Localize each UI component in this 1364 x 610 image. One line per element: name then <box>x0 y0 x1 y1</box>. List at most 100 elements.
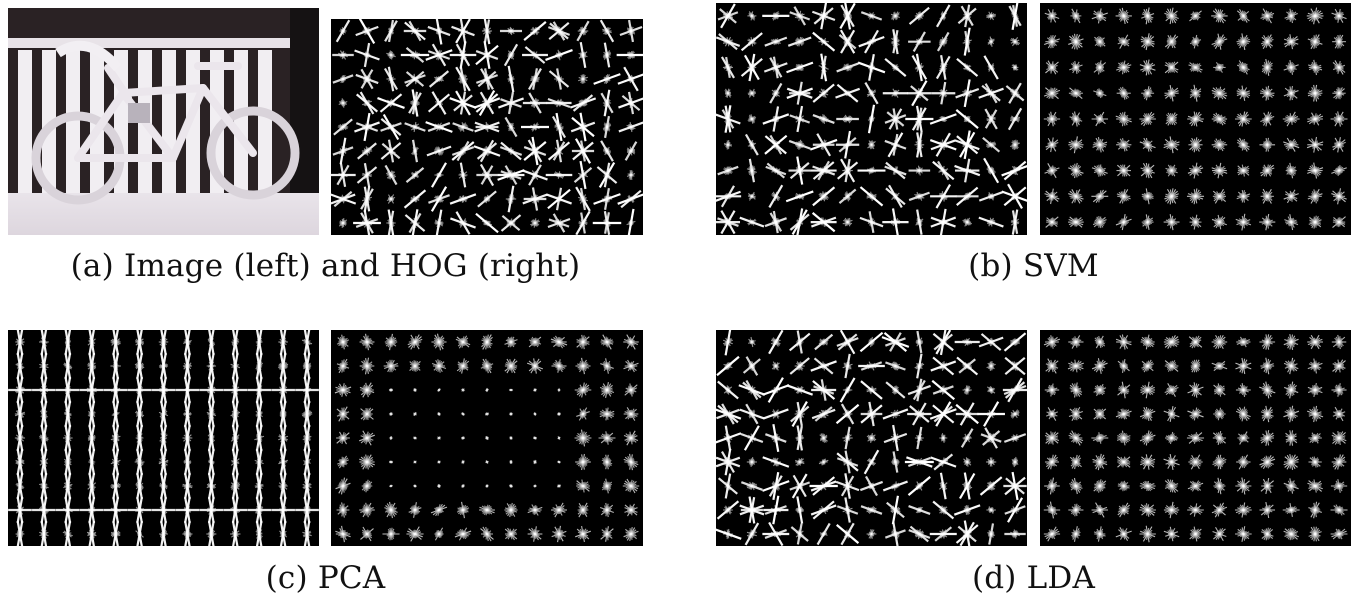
hog-cell <box>1004 529 1025 538</box>
hog-cell <box>1045 384 1059 397</box>
hog-cell <box>1188 382 1204 397</box>
hog-cell <box>575 358 590 374</box>
hog-cell <box>280 401 287 427</box>
hog-cell <box>64 449 71 475</box>
hog-cell <box>461 436 465 440</box>
pca-panel-right <box>331 330 643 546</box>
hog-cell <box>1259 382 1275 399</box>
hog-cell <box>231 401 240 427</box>
hog-cell <box>624 360 639 372</box>
hog-cell <box>601 141 613 161</box>
hog-cell <box>1117 87 1131 100</box>
hog-cell <box>136 425 144 451</box>
hog-cell <box>231 353 240 379</box>
hog-cell <box>988 37 995 47</box>
hog-cell <box>1164 335 1179 348</box>
hog-cell <box>1262 59 1272 76</box>
hog-cell <box>963 28 972 56</box>
hog-cell <box>389 461 393 464</box>
hog-cell <box>1213 189 1226 203</box>
hog-cell <box>1093 454 1108 470</box>
hog-cell <box>1331 165 1346 176</box>
hog-cell <box>411 140 418 162</box>
hog-cell <box>1260 502 1276 518</box>
hog-cell <box>208 330 215 355</box>
hog-cell <box>1308 479 1323 492</box>
hog-cell <box>1213 527 1227 541</box>
hog-cell <box>909 506 931 514</box>
hog-cell <box>747 457 757 467</box>
hog-cell <box>461 484 465 488</box>
hog-cell <box>278 330 288 355</box>
hog-cell <box>360 527 373 541</box>
hog-cell <box>1307 163 1323 179</box>
hog-cell <box>498 92 523 114</box>
hog-cell <box>1140 382 1155 399</box>
hog-cell <box>339 98 347 107</box>
hog-cell <box>256 353 263 379</box>
hog-cell <box>1009 3 1020 30</box>
hog-cell <box>956 79 979 107</box>
hog-cell <box>1117 431 1130 446</box>
hog-cell <box>930 454 956 469</box>
hog-cell <box>16 353 25 379</box>
hog-cell <box>1307 406 1323 422</box>
hog-cell <box>476 164 497 185</box>
hog-cell <box>1002 162 1027 180</box>
hog-cell <box>1260 86 1274 101</box>
hog-cell <box>1118 35 1130 49</box>
hog-cell <box>858 54 885 80</box>
hog-cell <box>618 92 643 114</box>
hog-cell <box>1141 335 1155 350</box>
hog-cell <box>836 85 860 102</box>
hog-cell <box>747 11 756 20</box>
hog-cell <box>546 171 573 178</box>
hog-cell <box>916 210 924 235</box>
hog-cell <box>762 11 789 20</box>
hog-cell <box>1094 479 1106 492</box>
hog-cell <box>1212 139 1227 151</box>
hog-cell <box>254 425 264 451</box>
hog-cell <box>360 358 375 375</box>
hog-cell <box>475 122 500 132</box>
hog-cell <box>744 357 761 376</box>
hog-cell <box>765 211 787 233</box>
hog-cell <box>1165 432 1178 444</box>
hog-cell <box>358 143 376 158</box>
hog-cell <box>626 142 637 161</box>
hog-cell <box>716 186 741 207</box>
hog-cell <box>1283 406 1298 422</box>
hog-cell <box>627 170 635 180</box>
hog-cell <box>548 214 570 232</box>
hog-cell <box>431 334 446 351</box>
hog-cell <box>498 166 525 185</box>
hog-cell <box>64 401 71 427</box>
hog-cell <box>1044 527 1060 542</box>
hog-cell <box>456 336 470 349</box>
hog-cell <box>551 336 567 348</box>
hog-cell <box>1116 138 1131 151</box>
caption-b: (b) SVM <box>716 248 1351 284</box>
hog-cell <box>1236 214 1251 231</box>
hog-cell <box>1045 9 1059 22</box>
hog-cell <box>1002 184 1027 208</box>
hog-cell <box>887 496 904 524</box>
hog-cell <box>1142 188 1154 204</box>
hog-cell <box>1142 360 1154 372</box>
hog-cell <box>795 426 804 451</box>
hog-cell <box>601 335 614 350</box>
hog-cell <box>787 385 813 394</box>
hog-cell <box>1141 86 1154 100</box>
hog-cell <box>1284 358 1298 374</box>
hog-cell <box>885 59 906 76</box>
hog-cell <box>450 91 476 115</box>
hog-cell <box>111 521 120 546</box>
hog-cell <box>505 44 517 65</box>
hog-cell <box>1261 9 1274 23</box>
hog-cell <box>332 51 354 60</box>
hog-cell <box>183 425 193 451</box>
hog-cell <box>337 335 349 350</box>
hog-cell <box>88 401 96 427</box>
svm-panel-left <box>716 3 1027 235</box>
hog-cell <box>455 528 471 541</box>
